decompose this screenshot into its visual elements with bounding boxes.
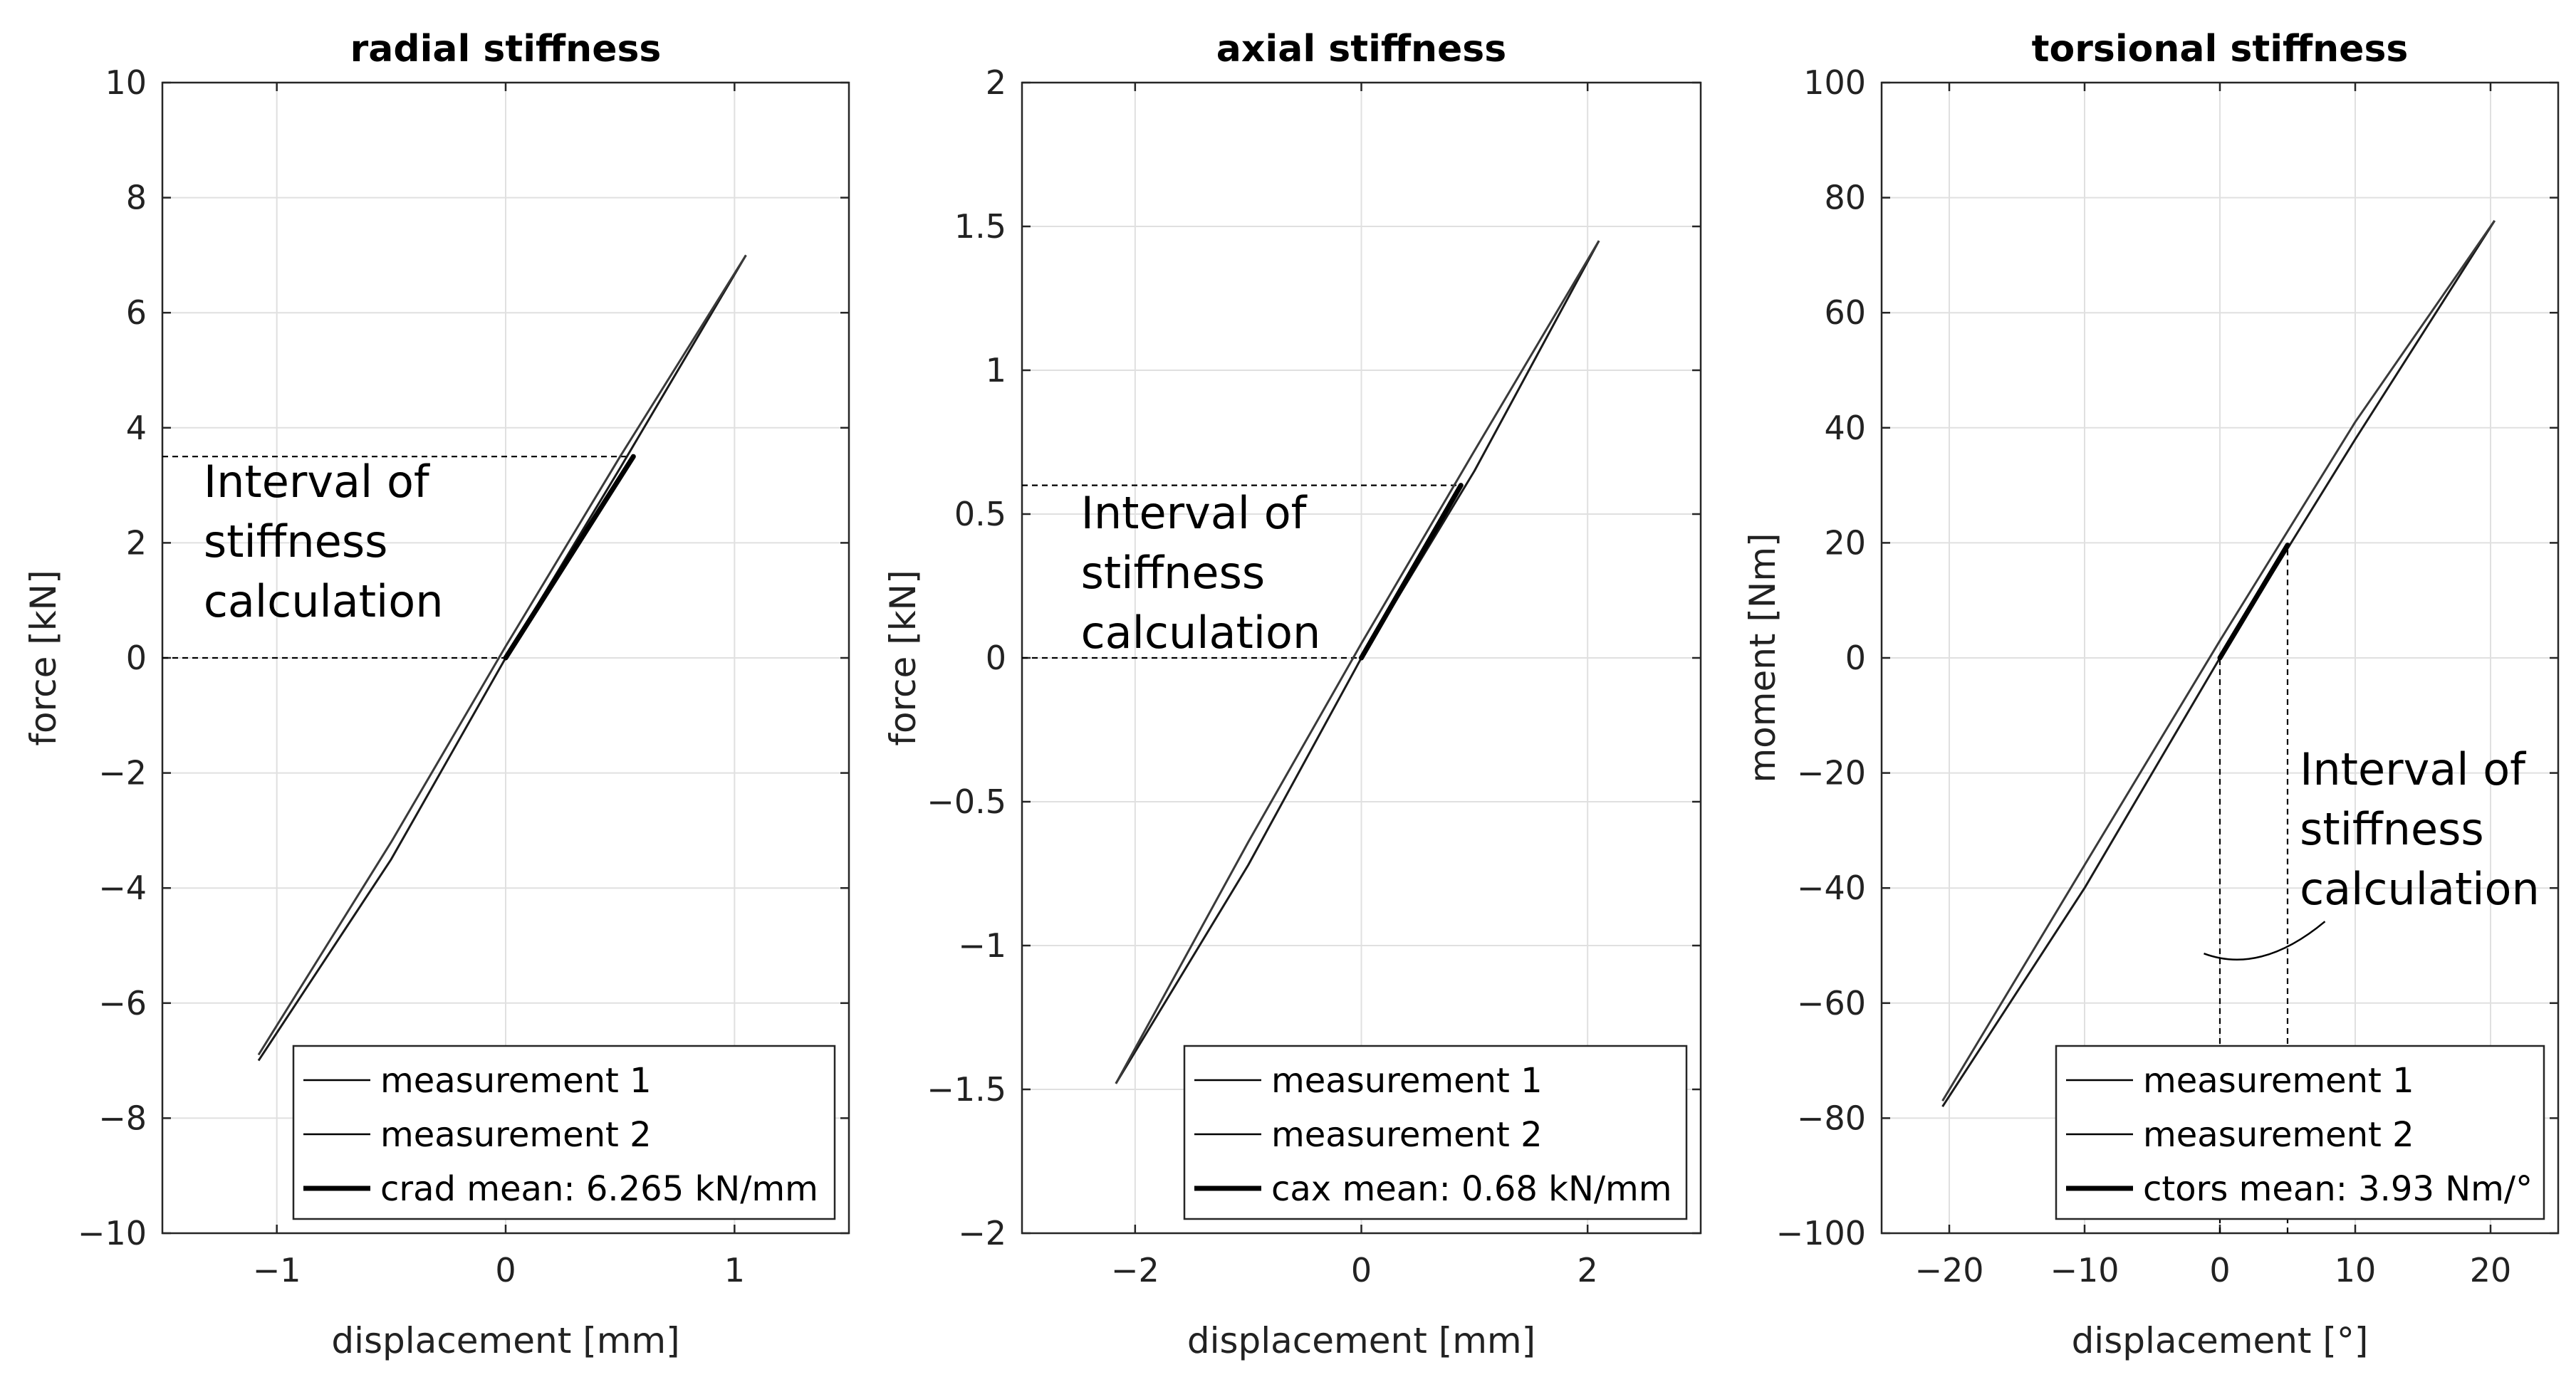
y-tick-label: 0 — [1845, 639, 1866, 677]
y-tick-label: 80 — [1824, 179, 1866, 217]
y-tick-label: −60 — [1797, 984, 1866, 1022]
annotation-text: Interval of — [1081, 487, 1308, 539]
y-tick-label: 8 — [126, 179, 147, 217]
annotation-text: Interval of — [204, 456, 431, 508]
legend-box — [292, 1045, 836, 1220]
y-tick-label: −100 — [1776, 1214, 1866, 1252]
y-tick-label: 2 — [126, 523, 147, 562]
x-axis-label: displacement [mm] — [331, 1320, 679, 1361]
legend-entry: measurement 1 — [2143, 1061, 2414, 1101]
y-tick-label: −2 — [958, 1214, 1006, 1252]
legend-box — [2055, 1045, 2545, 1220]
y-tick-label: 1.5 — [954, 207, 1006, 246]
y-tick-label: −10 — [78, 1214, 147, 1252]
legend-entry: ctors mean: 3.93 Nm/° — [2143, 1169, 2533, 1209]
y-axis-label: force [kN] — [23, 570, 64, 745]
y-tick-label: −20 — [1797, 754, 1866, 792]
series-measurement-2 — [1941, 220, 2496, 1101]
series-measurement-2 — [1115, 240, 1600, 1084]
y-tick-label: −0.5 — [927, 783, 1006, 821]
y-tick-label: 1 — [986, 351, 1006, 389]
y-tick-label: 6 — [126, 293, 147, 332]
y-tick-label: 0 — [126, 639, 147, 677]
x-tick-label: 0 — [2209, 1251, 2230, 1289]
y-axis-label: moment [Nm] — [1742, 533, 1783, 783]
series-mean-stiffness — [503, 454, 636, 661]
legend-entry: measurement 2 — [380, 1115, 652, 1155]
annotation-text: calculation — [2300, 863, 2540, 915]
x-tick-label: 0 — [1351, 1251, 1372, 1289]
chart-title: torsional stiffness — [2032, 28, 2409, 70]
legend-entry: measurement 2 — [2143, 1115, 2414, 1155]
series-mean-stiffness — [2217, 543, 2290, 661]
y-tick-label: 100 — [1803, 63, 1866, 102]
series-measurement-2 — [257, 254, 747, 1056]
legend-box — [1183, 1045, 1688, 1220]
y-tick-label: 0 — [986, 639, 1006, 677]
y-tick-label: −1.5 — [927, 1070, 1006, 1109]
y-tick-label: 2 — [986, 63, 1006, 102]
annotation-bracket — [2204, 921, 2326, 961]
legend-entry: crad mean: 6.265 kN/mm — [380, 1169, 818, 1209]
y-tick-label: 0.5 — [954, 495, 1006, 533]
y-tick-label: −8 — [98, 1099, 147, 1137]
legend: measurement 1 measurement 2 ctors mean: 3.… — [2055, 1045, 2545, 1220]
annotation-text: stiffness — [2300, 803, 2484, 855]
chart-panel-2: −2 −1.5 −1 −0.5 0 0.5 1 1.5 2 −2 0 2 axial stiffness… — [882, 28, 1702, 1361]
y-tick-label: −6 — [98, 984, 147, 1022]
x-tick-label: −1 — [253, 1251, 301, 1289]
x-axis-label: displacement [mm] — [1187, 1320, 1535, 1361]
legend-entry: cax mean: 0.68 kN/mm — [1271, 1169, 1672, 1209]
x-tick-label: −2 — [1111, 1251, 1159, 1289]
x-tick-label: 20 — [2470, 1251, 2512, 1289]
y-tick-label: 60 — [1824, 293, 1866, 332]
y-tick-label: −80 — [1797, 1099, 1866, 1137]
x-tick-label: 0 — [495, 1251, 516, 1289]
y-tick-label: −2 — [98, 754, 147, 792]
x-tick-label: −20 — [1914, 1251, 1983, 1289]
series-mean-stiffness — [1359, 483, 1464, 661]
annotation-text: stiffness — [204, 515, 388, 567]
y-axis-label: force [kN] — [882, 570, 924, 745]
x-tick-label: 2 — [1578, 1251, 1598, 1289]
legend: measurement 1 measurement 2 crad mean: 6.2… — [292, 1045, 836, 1220]
legend-entry: measurement 1 — [380, 1061, 652, 1101]
x-tick-label: −10 — [2050, 1251, 2119, 1289]
y-tick-label: 40 — [1824, 409, 1866, 447]
chart-title: radial stiffness — [350, 28, 662, 70]
legend-entry: measurement 2 — [1271, 1115, 1543, 1155]
y-tick-label: −40 — [1797, 869, 1866, 907]
y-tick-label: −1 — [958, 926, 1006, 965]
x-tick-label: 1 — [724, 1251, 745, 1289]
y-tick-label: 20 — [1824, 523, 1866, 562]
chart-title: axial stiffness — [1216, 28, 1506, 70]
x-tick-label: 10 — [2335, 1251, 2377, 1289]
legend-entry: measurement 1 — [1271, 1061, 1543, 1101]
legend: measurement 1 measurement 2 cax mean: 0.68… — [1183, 1045, 1688, 1220]
annotation-text: calculation — [204, 575, 444, 627]
y-tick-label: −4 — [98, 869, 147, 907]
annotation-text: calculation — [1081, 607, 1321, 659]
y-tick-label: 10 — [105, 63, 147, 102]
annotation-text: stiffness — [1081, 547, 1266, 599]
x-axis-label: displacement [°] — [2072, 1320, 2369, 1361]
annotation-text: Interval of — [2300, 743, 2527, 795]
y-tick-label: 4 — [126, 409, 147, 447]
